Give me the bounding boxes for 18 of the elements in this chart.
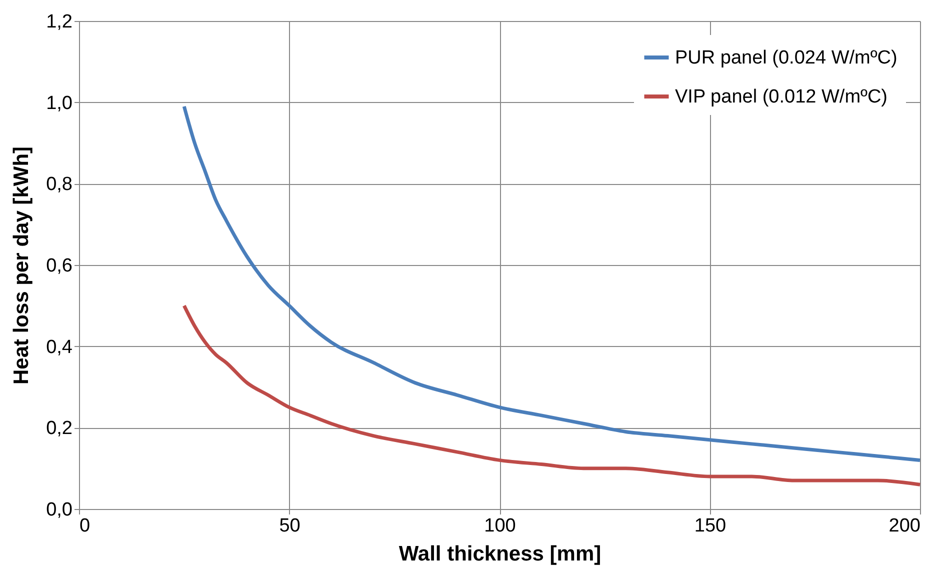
x-tick-label: 100 [484,516,516,536]
legend-label: PUR panel (0.024 W/mºC) [675,48,898,68]
y-tick-label: 0,4 [46,336,73,358]
x-tick-label: 0 [80,516,90,536]
line-series [182,104,922,462]
y-tick-label: 1,2 [46,12,72,32]
y-tick-label: 0,6 [46,256,72,276]
x-tick-label: 50 [279,516,300,536]
y-tick-label: 1,0 [46,92,72,114]
y-axis-title: Heat loss per day [kWh] [10,146,34,385]
line-series [182,304,922,486]
x-axis-title: Wall thickness [mm] [398,542,602,566]
y-tick-label: 0,2 [46,418,72,440]
y-tick-label: 0,8 [46,174,72,196]
legend-label: VIP panel (0.012 W/mºC) [675,86,888,108]
y-tick-label: 0,0 [46,500,72,520]
x-tick-label: 150 [694,516,726,536]
x-tick-label: 200 [888,516,920,536]
